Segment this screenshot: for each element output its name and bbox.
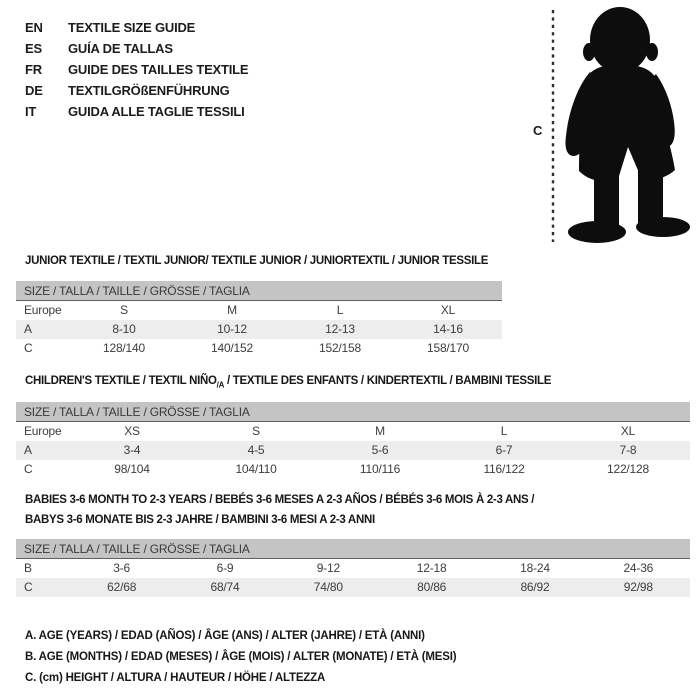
babies-heading-line1: BABIES 3-6 MONTH TO 2-3 YEARS / BEBÉS 3-… — [25, 494, 535, 506]
row-label: A — [24, 443, 32, 457]
babies-section-heading: BABIES 3-6 MONTH TO 2-3 YEARS / BEBÉS 3-… — [25, 490, 535, 530]
size-cell: L — [336, 303, 344, 317]
months-cell: 3-6 — [113, 561, 131, 575]
height-cell: 74/80 — [313, 580, 343, 594]
table-row-height: C 128/140 140/152 152/158 158/170 — [16, 339, 502, 358]
children-section-heading: CHILDREN'S TEXTILE / TEXTIL NIÑO/A / TEX… — [25, 371, 551, 395]
row-label: B — [24, 561, 32, 575]
age-cell: 4-5 — [247, 443, 265, 457]
height-cell: 140/152 — [211, 341, 253, 355]
height-cell: 86/92 — [520, 580, 550, 594]
table-row-height: C 62/68 68/74 74/80 80/86 86/92 92/98 — [16, 578, 690, 597]
age-cell: 7-8 — [619, 443, 637, 457]
months-cell: 24-36 — [623, 561, 654, 575]
legend-height-cm: C. (cm) HEIGHT / ALTURA / HAUTEUR / HÖHE… — [25, 672, 326, 684]
table-row-age: A 8-10 10-12 12-13 14-16 — [16, 320, 502, 339]
language-code: ES — [25, 41, 42, 56]
height-cell: 98/104 — [114, 462, 150, 476]
height-cell: 62/68 — [107, 580, 137, 594]
language-title-es: ES GUÍA DE TALLAS — [25, 38, 248, 59]
language-code: DE — [25, 83, 43, 98]
legend-age-years: A. AGE (YEARS) / EDAD (AÑOS) / ÂGE (ANS)… — [25, 630, 425, 642]
age-cell: 3-4 — [123, 443, 141, 457]
children-size-table: SIZE / TALLA / TAILLE / GRÖSSE / TAGLIA … — [16, 402, 690, 479]
row-label: Europe — [24, 424, 62, 438]
age-cell: 6-7 — [495, 443, 513, 457]
size-cell: XS — [124, 424, 140, 438]
language-code: FR — [25, 62, 42, 77]
language-code: IT — [25, 104, 37, 119]
size-cell: S — [120, 303, 128, 317]
language-title-en: EN TEXTILE SIZE GUIDE — [25, 17, 248, 38]
language-title-text: GUIDE DES TAILLES TEXTILE — [68, 62, 249, 77]
language-title-list: EN TEXTILE SIZE GUIDE ES GUÍA DE TALLAS … — [25, 17, 249, 122]
row-label: Europe — [24, 303, 62, 317]
size-header-bar: SIZE / TALLA / TAILLE / GRÖSSE / TAGLIA — [16, 281, 502, 301]
height-cell: 158/170 — [427, 341, 469, 355]
height-cell: 116/122 — [483, 462, 525, 476]
height-cell: 122/128 — [607, 462, 649, 476]
row-label: C — [24, 580, 33, 594]
language-title-de: DE TEXTILGRÖßENFÜHRUNG — [25, 80, 248, 101]
height-cell: 152/158 — [319, 341, 361, 355]
junior-heading-text: JUNIOR TEXTILE / TEXTIL JUNIOR/ TEXTILE … — [25, 255, 489, 267]
language-title-text: GUIDA ALLE TAGLIE TESSILI — [68, 104, 245, 119]
language-title-text: GUÍA DE TALLAS — [68, 41, 173, 56]
table-row-europe: Europe S M L XL — [16, 301, 502, 320]
age-cell: 5-6 — [371, 443, 389, 457]
age-cell: 12-13 — [325, 322, 355, 336]
measure-label-c: C — [533, 123, 543, 138]
age-cell: 10-12 — [217, 322, 247, 336]
size-cell: XL — [440, 303, 456, 317]
height-cell: 80/86 — [417, 580, 447, 594]
height-cell: 128/140 — [103, 341, 145, 355]
row-label: C — [24, 341, 33, 355]
table-row-height: C 98/104 104/110 110/116 116/122 122/128 — [16, 460, 690, 479]
size-cell: XL — [620, 424, 636, 438]
age-cell: 8-10 — [112, 322, 136, 336]
size-header-bar: SIZE / TALLA / TAILLE / GRÖSSE / TAGLIA — [16, 539, 690, 559]
size-cell: L — [500, 424, 508, 438]
children-heading-sub: /A — [216, 380, 225, 390]
height-cell: 104/110 — [235, 462, 277, 476]
language-title-fr: FR GUIDE DES TAILLES TEXTILE — [25, 59, 249, 80]
table-row-months: B 3-6 6-9 9-12 12-18 18-24 24-36 — [16, 559, 690, 578]
language-title-text: TEXTILGRÖßENFÜHRUNG — [68, 83, 230, 98]
toddler-silhouette — [565, 7, 690, 243]
measure-legend: A. AGE (YEARS) / EDAD (AÑOS) / ÂGE (ANS)… — [25, 626, 457, 689]
children-heading-pre: CHILDREN'S TEXTILE / TEXTIL NIÑO — [25, 375, 217, 387]
table-row-age: A 3-4 4-5 5-6 6-7 7-8 — [16, 441, 690, 460]
language-title-text: TEXTILE SIZE GUIDE — [68, 20, 196, 35]
size-cell: M — [375, 424, 385, 438]
size-cell: M — [227, 303, 237, 317]
language-title-it: IT GUIDA ALLE TAGLIE TESSILI — [25, 101, 248, 122]
language-code: EN — [25, 20, 43, 35]
children-heading-post: / TEXTILE DES ENFANTS / KINDERTEXTIL / B… — [224, 375, 552, 387]
table-row-europe: Europe XS S M L XL — [16, 422, 690, 441]
height-cell: 92/98 — [623, 580, 653, 594]
months-cell: 6-9 — [216, 561, 234, 575]
months-cell: 18-24 — [520, 561, 550, 575]
row-label: A — [24, 322, 32, 336]
size-cell: S — [252, 424, 260, 438]
toddler-silhouette-illustration — [551, 7, 690, 243]
size-header-bar: SIZE / TALLA / TAILLE / GRÖSSE / TAGLIA — [16, 402, 690, 422]
months-cell: 9-12 — [316, 561, 340, 575]
babies-size-table: SIZE / TALLA / TAILLE / GRÖSSE / TAGLIA … — [16, 539, 690, 597]
height-cell: 68/74 — [210, 580, 240, 594]
legend-age-months: B. AGE (MONTHS) / EDAD (MESES) / ÂGE (MO… — [25, 651, 457, 663]
age-cell: 14-16 — [433, 322, 463, 336]
months-cell: 12-18 — [416, 561, 447, 575]
junior-size-table: SIZE / TALLA / TAILLE / GRÖSSE / TAGLIA … — [16, 281, 502, 358]
junior-section-heading: JUNIOR TEXTILE / TEXTIL JUNIOR/ TEXTILE … — [25, 251, 488, 271]
figure-area: C — [530, 0, 700, 250]
row-label: C — [24, 462, 33, 476]
babies-heading-line2: BABYS 3-6 MONATE BIS 2-3 JAHRE / BAMBINI… — [25, 514, 375, 526]
height-cell: 110/116 — [359, 462, 401, 476]
